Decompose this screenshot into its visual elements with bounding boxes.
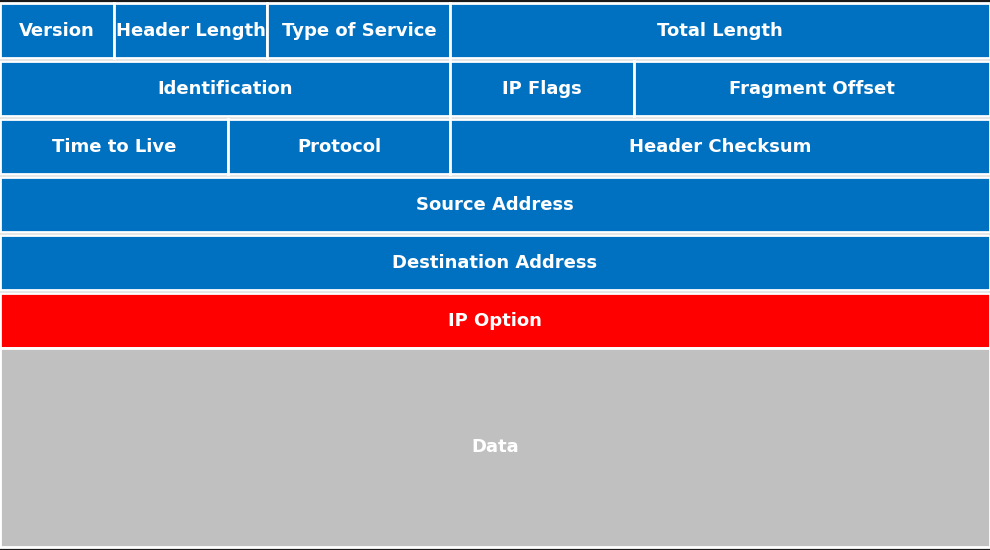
Bar xyxy=(114,3,267,58)
Bar xyxy=(0,3,114,58)
Bar xyxy=(0,293,990,348)
Text: Total Length: Total Length xyxy=(657,21,783,40)
Text: Type of Service: Type of Service xyxy=(281,21,437,40)
Bar xyxy=(0,61,450,116)
Text: Version: Version xyxy=(19,21,95,40)
Bar xyxy=(634,61,990,116)
Bar xyxy=(267,3,450,58)
Text: Source Address: Source Address xyxy=(416,195,574,213)
Text: IP Flags: IP Flags xyxy=(502,80,582,97)
Bar xyxy=(0,177,990,232)
Bar xyxy=(0,119,228,174)
Text: Header Checksum: Header Checksum xyxy=(629,138,812,156)
Bar xyxy=(450,3,990,58)
Text: Destination Address: Destination Address xyxy=(392,254,598,272)
Bar xyxy=(450,119,990,174)
Bar xyxy=(228,119,450,174)
Text: Header Length: Header Length xyxy=(116,21,265,40)
Text: Protocol: Protocol xyxy=(297,138,381,156)
Bar xyxy=(0,235,990,290)
Bar xyxy=(0,348,990,547)
Text: IP Option: IP Option xyxy=(448,311,542,329)
Text: Time to Live: Time to Live xyxy=(51,138,176,156)
Text: Data: Data xyxy=(471,438,519,456)
Text: Fragment Offset: Fragment Offset xyxy=(729,80,895,97)
Bar xyxy=(450,61,634,116)
Text: Identification: Identification xyxy=(157,80,293,97)
